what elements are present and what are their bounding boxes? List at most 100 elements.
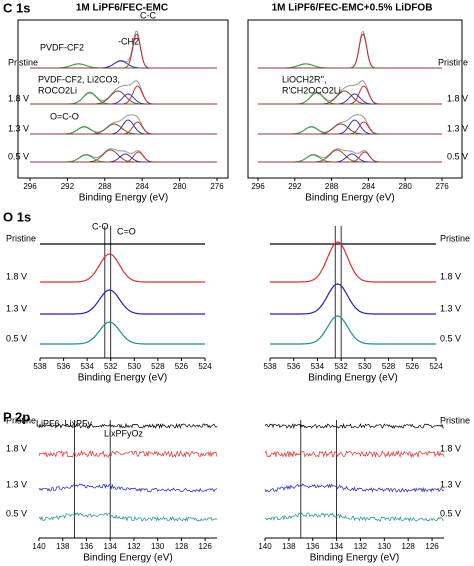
spectrum xyxy=(258,153,442,163)
row-label: 0.5 V xyxy=(440,333,461,343)
spectrum xyxy=(264,512,445,522)
x-tick-label: 528 xyxy=(151,362,165,371)
x-axis-label: Binding Energy (eV) xyxy=(310,553,400,564)
spectrum xyxy=(40,289,205,315)
panel-title: P 2p xyxy=(3,409,30,424)
x-tick-label: 134 xyxy=(104,542,118,551)
x-tick-label: 276 xyxy=(210,182,224,191)
annotation: C-O xyxy=(92,221,109,231)
spectrum xyxy=(264,449,445,459)
row-label: 0.5 V xyxy=(6,508,27,518)
x-tick-label: 284 xyxy=(136,182,150,191)
x-axis-label: Binding Energy (eV) xyxy=(308,373,398,384)
spectrum xyxy=(258,148,442,163)
annotation: -CH2 xyxy=(118,36,139,46)
x-tick-label: 134 xyxy=(330,542,344,551)
x-tick-label: 140 xyxy=(32,542,46,551)
plot-frame xyxy=(17,19,229,179)
x-tick-label: 532 xyxy=(104,362,118,371)
x-tick-label: 288 xyxy=(98,182,112,191)
x-tick-label: 126 xyxy=(198,542,212,551)
column-title: 1M LiPF6/FEC-EMC+0.5% LiDFOB xyxy=(272,3,433,14)
x-tick-label: 534 xyxy=(311,362,325,371)
x-axis-label: Binding Energy (eV) xyxy=(83,553,173,564)
x-tick-label: 136 xyxy=(80,542,94,551)
row-label: 1.8 V xyxy=(6,271,27,281)
row-label: 1.3 V xyxy=(6,303,27,313)
spectrum xyxy=(30,93,217,105)
spectrum xyxy=(38,512,218,523)
x-tick-label: 126 xyxy=(425,542,439,551)
row-label: 1.8 V xyxy=(6,443,27,453)
row-label: Pristine xyxy=(440,415,470,425)
row-label: Pristine xyxy=(440,233,470,243)
spectrum xyxy=(258,123,442,135)
spectrum xyxy=(30,123,217,135)
annotation: PVDF-CF2, Li2CO3, xyxy=(38,74,120,84)
annotation: LiOCH2R'', xyxy=(282,74,326,84)
x-tick-label: 130 xyxy=(378,542,392,551)
panel-title: C 1s xyxy=(3,0,30,15)
row-label: 1.8 V xyxy=(447,93,468,103)
row-label: 0.5 V xyxy=(6,333,27,343)
x-tick-label: 526 xyxy=(175,362,189,371)
row-label: 1.3 V xyxy=(8,123,29,133)
annotation: O=C-O xyxy=(50,111,79,121)
spectrum xyxy=(38,483,218,493)
spectrum xyxy=(258,93,442,105)
x-tick-label: 534 xyxy=(80,362,94,371)
spectrum xyxy=(258,126,442,135)
panel-title: O 1s xyxy=(3,209,31,224)
annotation: LixPFyOz xyxy=(104,428,144,438)
x-axis-label: Binding Energy (eV) xyxy=(79,193,169,204)
spectrum xyxy=(30,126,217,135)
annotation: PVDF-CF2 xyxy=(40,42,84,52)
spectrum xyxy=(258,151,442,163)
x-tick-label: 280 xyxy=(173,182,187,191)
x-tick-label: 138 xyxy=(56,542,70,551)
x-tick-label: 292 xyxy=(61,182,75,191)
row-label: Pristine xyxy=(6,233,36,243)
x-tick-label: 536 xyxy=(287,362,301,371)
x-tick-label: 296 xyxy=(23,182,37,191)
row-label: 1.8 V xyxy=(440,443,461,453)
x-tick-label: 530 xyxy=(358,362,372,371)
spectrum xyxy=(38,449,218,458)
x-tick-label: 284 xyxy=(362,182,376,191)
x-tick-label: 138 xyxy=(282,542,296,551)
row-label: 1.3 V xyxy=(6,479,27,489)
spectrum xyxy=(258,119,442,135)
x-tick-label: 280 xyxy=(399,182,413,191)
x-axis-label: Binding Energy (eV) xyxy=(78,373,168,384)
x-tick-label: 530 xyxy=(128,362,142,371)
row-label: 1.8 V xyxy=(8,93,29,103)
row-label: 1.3 V xyxy=(440,479,461,489)
spectrum xyxy=(30,119,217,135)
x-tick-label: 140 xyxy=(258,542,272,551)
x-tick-label: 128 xyxy=(175,542,189,551)
spectrum xyxy=(258,30,442,69)
row-label: 0.5 V xyxy=(8,151,29,161)
x-tick-label: 524 xyxy=(198,362,212,371)
spectrum xyxy=(258,149,442,163)
x-tick-label: 292 xyxy=(288,182,302,191)
spectrum xyxy=(40,253,205,283)
spectrum xyxy=(30,149,217,163)
annotation: C=O xyxy=(117,226,136,236)
x-tick-label: 528 xyxy=(382,362,396,371)
row-label: 1.3 V xyxy=(440,303,461,313)
x-tick-label: 288 xyxy=(325,182,339,191)
spectrum xyxy=(40,321,205,345)
x-tick-label: 130 xyxy=(151,542,165,551)
row-label: Pristine xyxy=(6,415,36,425)
x-tick-label: 538 xyxy=(33,362,47,371)
spectrum xyxy=(30,60,217,69)
x-tick-label: 132 xyxy=(354,542,368,551)
row-label: 0.5 V xyxy=(447,151,468,161)
spectrum xyxy=(264,422,445,430)
x-tick-label: 296 xyxy=(251,182,265,191)
row-label: Pristine xyxy=(8,57,38,67)
spectrum xyxy=(270,283,436,315)
x-tick-label: 128 xyxy=(402,542,416,551)
